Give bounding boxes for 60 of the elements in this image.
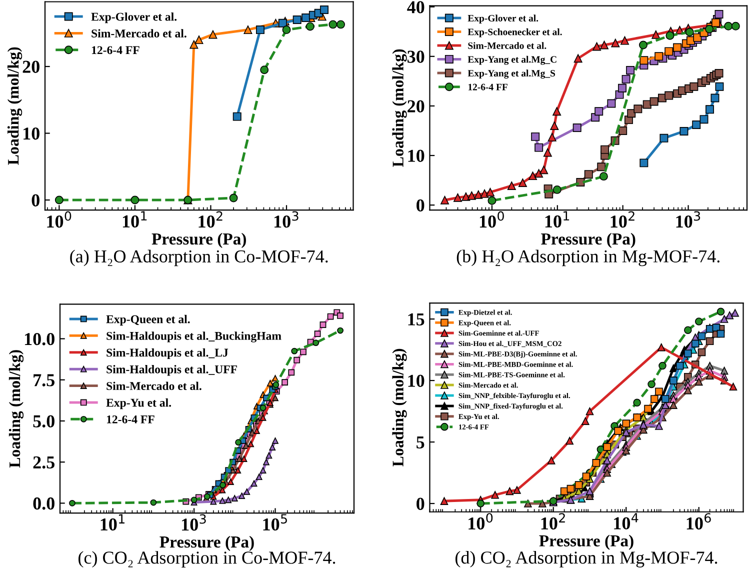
- legend-label: 12-6-4 FF: [92, 46, 140, 54]
- y-tick-label: 20: [22, 60, 40, 73]
- legend-label: Sim-Haldoupis et al._LJ: [106, 348, 228, 360]
- y-tick-label: 5: [416, 436, 424, 448]
- y-tick-label: 5.0: [33, 415, 54, 428]
- x-tick-label: 10$^{0}$: [468, 513, 493, 530]
- legend-label: Sim-Mercado et al.: [468, 42, 546, 50]
- legend-label: Exp-Glover et al.: [468, 14, 538, 24]
- y-axis-title: Loading (mol/kg): [392, 49, 407, 167]
- x-tick-label: 10$^{2}$: [198, 211, 222, 228]
- legend-label: Sim-Haldoupis et al._BuckingHam: [106, 332, 282, 342]
- legend-label: Sim-Mercado et al.: [106, 382, 202, 390]
- legend-label: Exp-Glover et al.: [91, 12, 177, 24]
- y-tick-label: 15: [408, 313, 424, 326]
- x-tick-label: 10$^{3}$: [676, 211, 700, 228]
- legend-label: Exp-Yang et al.Mg_S: [468, 70, 556, 79]
- legend-label: Sim-Haldoupis et al._UFF: [106, 365, 237, 376]
- y-tick-label: 10: [408, 150, 424, 162]
- x-tick-label: 10$^{5}$: [263, 514, 287, 531]
- x-tick-label: 10$^{3}$: [182, 514, 206, 531]
- legend-label: Exp-Yu et al.: [106, 398, 172, 410]
- x-tick-label: 10$^{6}$: [686, 513, 711, 530]
- y-tick-label: 10: [24, 128, 40, 140]
- y-tick-label: 0: [32, 194, 40, 206]
- x-tick-label: 10$^{1}$: [122, 211, 147, 228]
- x-axis-title: Pressure (Pa): [160, 536, 254, 552]
- x-tick-label: 10$^{2}$: [541, 513, 565, 530]
- y-tick-label: 40: [407, 1, 424, 14]
- legend-label: Exp-Schoenecker et al.: [468, 28, 562, 38]
- legend-label: Sim-Mercado et al.: [92, 29, 186, 38]
- x-tick-label: 10$^{1}$: [545, 211, 570, 228]
- text: (a) H₂O Adsorption in Co-MOF-74.: [70, 250, 328, 266]
- text: (b) H₂O Adsorption in Mg-MOF-74.: [456, 250, 720, 266]
- legend-label: Exp-Queen et al.: [106, 314, 190, 326]
- x-axis-title: Pressure (Pa): [539, 534, 634, 550]
- x-tick-label: 10$^{2}$: [610, 211, 634, 228]
- y-tick-label: 2.5: [33, 456, 54, 469]
- x-axis-title: Pressure (Pa): [541, 232, 636, 248]
- y-axis-title: Loading (mol/kg): [8, 350, 24, 468]
- y-tick-label: 10: [408, 374, 424, 387]
- y-tick-label: 30: [408, 50, 424, 63]
- legend-label: 12-6-4 FF: [468, 84, 508, 90]
- y-tick-label: 7.5: [34, 374, 54, 386]
- y-axis-title: Loading (mol/kg): [392, 348, 407, 466]
- text: (d) CO₂ Adsorption in Mg-MOF-74.: [455, 551, 718, 568]
- x-tick-label: 10$^{0}$: [47, 211, 72, 228]
- x-axis-title: Pressure (Pa): [152, 232, 246, 248]
- x-tick-label: 10$^{1}$: [100, 514, 124, 531]
- x-tick-label: 10$^{0}$: [480, 211, 504, 228]
- text: (c) CO₂ Adsorption in Co-MOF-74.: [78, 551, 336, 568]
- y-tick-label: 20: [408, 100, 424, 112]
- y-tick-label: 0: [416, 199, 424, 212]
- y-tick-label: 0: [416, 498, 424, 510]
- x-tick-label: 10$^{3}$: [274, 211, 298, 228]
- y-tick-label: 0.0: [33, 497, 54, 510]
- y-axis-title: Loading (mol/kg): [7, 47, 22, 165]
- y-tick-label: 10.0: [24, 332, 54, 346]
- legend-label: 12-6-4 FF: [106, 415, 154, 424]
- x-tick-label: 10$^{4}$: [614, 513, 638, 530]
- legend-label: Exp-Yang et al.Mg_C: [468, 56, 556, 65]
